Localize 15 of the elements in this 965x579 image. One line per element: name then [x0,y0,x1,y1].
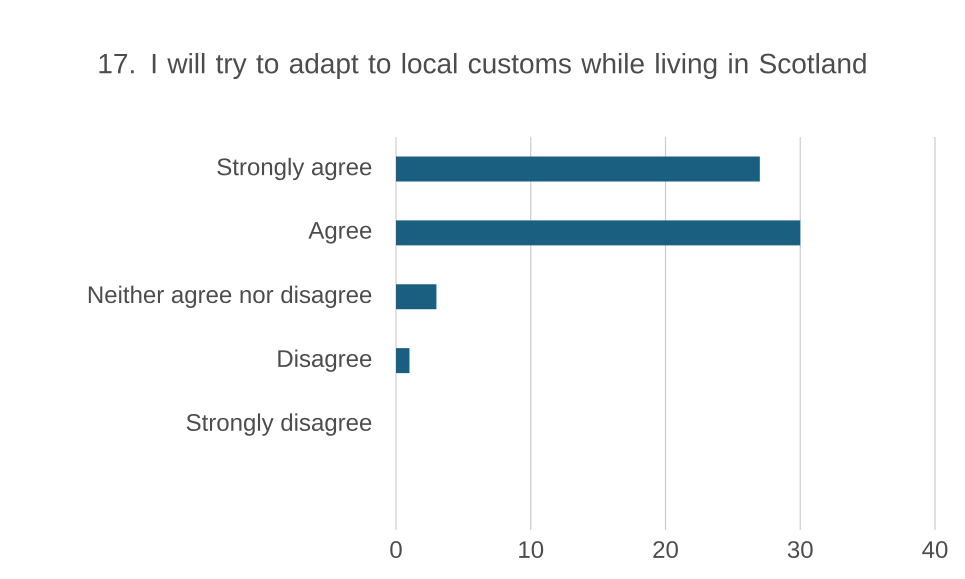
bar [396,156,760,182]
y-tick-label: Strongly agree [217,158,372,180]
x-tick-label: 20 [653,541,678,558]
bar [396,348,410,374]
y-tick-label: Neither agree nor disagree [88,286,372,308]
x-tick-label: 0 [390,541,402,558]
y-tick-label: Disagree [278,349,372,372]
chart-title: 17. I will try to adapt to local customs while living in Scotland [99,52,866,80]
x-tick-label: 10 [519,541,544,558]
y-tick-label: Agree [308,222,372,244]
bar [396,284,436,310]
x-tick-label: 30 [788,541,813,558]
bar [396,220,800,246]
y-tick-label: Strongly disagree [186,413,372,436]
x-tick-label: 40 [922,541,948,558]
